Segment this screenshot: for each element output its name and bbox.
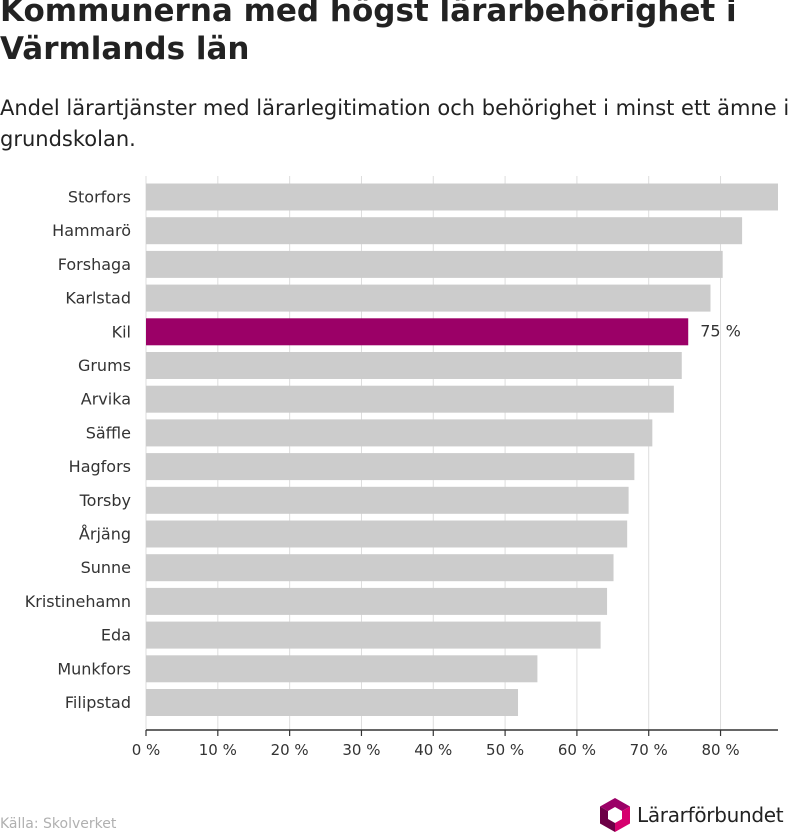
- bar: [146, 587, 608, 615]
- x-tick-label: 60 %: [558, 741, 596, 759]
- source-note: Källa: Skolverket: [0, 816, 117, 832]
- bar: [146, 250, 723, 278]
- bar: [146, 621, 601, 649]
- category-label: Kristinehamn: [25, 592, 131, 611]
- bar: [146, 217, 743, 245]
- bar: [146, 655, 538, 683]
- category-label: Torsby: [79, 491, 131, 510]
- x-tick-label: 70 %: [630, 741, 668, 759]
- x-tick-label: 50 %: [486, 741, 524, 759]
- x-tick-label: 0 %: [132, 741, 161, 759]
- category-label: Årjäng: [79, 525, 131, 544]
- chart-subtitle: Andel lärartjänster med lärarlegitimatio…: [0, 96, 790, 151]
- category-label: Forshaga: [58, 255, 131, 274]
- bar: [146, 520, 628, 548]
- bar: [146, 284, 711, 312]
- bar-chart: Storfors Hammarö Forshaga Karlstad Kil Grums A…: [25, 176, 778, 759]
- category-label: Säffle: [86, 423, 131, 442]
- category-label: Sunne: [81, 558, 131, 577]
- x-tick-label: 40 %: [414, 741, 452, 759]
- bar: [146, 453, 635, 481]
- x-tick-label: 30 %: [342, 741, 380, 759]
- category-label: Karlstad: [65, 289, 131, 308]
- bar: [146, 554, 614, 582]
- brand-logo-icon: [600, 798, 630, 832]
- category-label: Hammarö: [52, 221, 131, 240]
- category-label: Arvika: [81, 390, 131, 409]
- brand-logo: Lärarförbundet: [600, 797, 784, 833]
- bar: [146, 689, 519, 716]
- category-label: Grums: [78, 356, 131, 375]
- bar: [146, 486, 629, 514]
- bar: [146, 183, 778, 211]
- x-tick-label: 20 %: [271, 741, 309, 759]
- category-label: Eda: [101, 626, 131, 645]
- bar: [146, 352, 682, 379]
- bar: [146, 318, 689, 346]
- data-label: 75 %: [700, 321, 741, 340]
- x-tick-label: 80 %: [701, 741, 739, 759]
- chart-title: Kommunerna med högst lärarbehörighet i V…: [0, 0, 737, 67]
- brand-name: Lärarförbundet: [637, 803, 784, 827]
- category-label: Munkfors: [57, 659, 131, 678]
- category-label: Filipstad: [65, 693, 131, 712]
- category-label: Storfors: [68, 188, 131, 207]
- x-tick-label: 10 %: [199, 741, 237, 759]
- category-label: Hagfors: [69, 457, 131, 476]
- bar: [146, 419, 653, 447]
- category-label: Kil: [112, 322, 131, 341]
- bar: [146, 385, 674, 413]
